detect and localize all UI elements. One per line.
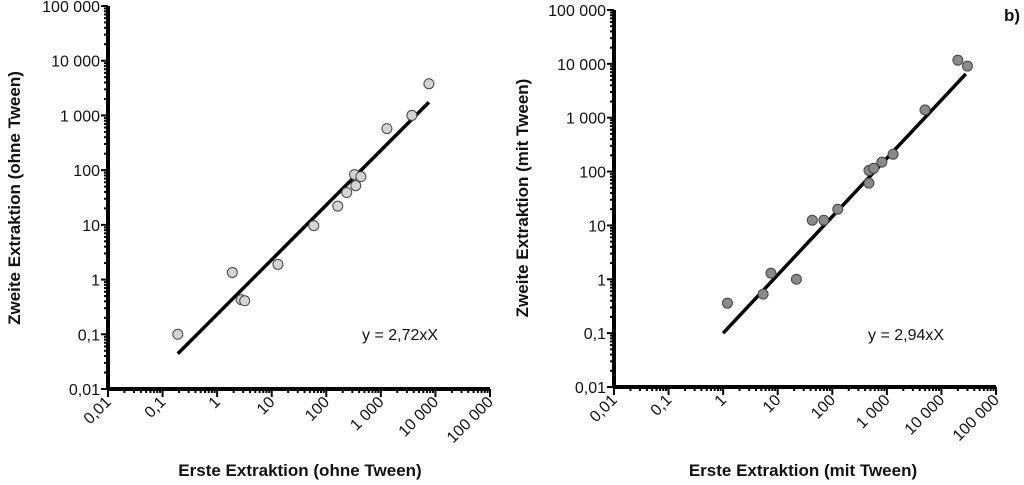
regression-equation: y = 2,72xX xyxy=(362,327,438,344)
y-tick-label: 1 xyxy=(91,273,100,290)
y-tick-label: 100 000 xyxy=(548,3,606,20)
y-tick-label: 100 000 xyxy=(42,0,100,16)
y-tick-label: 0,1 xyxy=(584,326,606,343)
data-point xyxy=(239,295,251,307)
x-tick-label: 100 000 xyxy=(444,394,497,447)
y-tick-label: 10 xyxy=(588,218,606,235)
y-tick-label: 100 xyxy=(579,165,606,182)
data-point xyxy=(226,266,238,278)
y-tick-label: 100 xyxy=(73,163,100,180)
data-point xyxy=(868,162,880,174)
x-tick-label: 0,1 xyxy=(648,392,676,420)
data-point xyxy=(876,156,888,168)
data-point xyxy=(790,273,802,285)
data-point xyxy=(721,297,733,309)
x-tick-label: 10 000 xyxy=(396,394,443,441)
data-point xyxy=(423,78,435,90)
regression-line xyxy=(176,101,431,356)
y-tick-label: 0,1 xyxy=(78,327,100,344)
panel-label: b) xyxy=(1004,6,1020,25)
y-tick-label: 10 xyxy=(82,218,100,235)
x-tick-label: 100 000 xyxy=(950,392,1003,445)
y-axis-title: Zweite Extraktion (ohne Tween) xyxy=(5,71,24,325)
data-point xyxy=(172,328,184,340)
x-tick-label: 0,1 xyxy=(142,394,170,422)
data-point xyxy=(832,203,844,215)
data-point xyxy=(406,109,418,121)
data-point xyxy=(919,104,931,116)
x-tick-label: 1 000 xyxy=(347,394,387,434)
data-point xyxy=(818,214,830,226)
y-tick-label: 1 000 xyxy=(566,111,606,128)
x-tick-label: 1 xyxy=(712,392,730,410)
x-tick-label: 10 xyxy=(254,394,279,419)
data-point xyxy=(341,187,353,199)
x-axis-title: Erste Extraktion (ohne Tween) xyxy=(178,461,421,480)
y-tick-label: 10 000 xyxy=(557,57,606,74)
data-point xyxy=(863,177,875,189)
data-point xyxy=(961,60,973,72)
panel-a: Zweite Extraktion (ohne Tween) Erste Ext… xyxy=(5,0,497,480)
x-tick-label: 10 000 xyxy=(902,392,949,439)
data-point xyxy=(272,258,284,270)
x-tick-label: 100 xyxy=(808,392,839,423)
y-tick-label: 1 000 xyxy=(60,108,100,125)
y-axis-title: Zweite Extraktion (mit Tween) xyxy=(513,79,532,318)
data-point xyxy=(887,148,899,160)
x-axis-title: Erste Extraktion (mit Tween) xyxy=(689,461,917,480)
y-tick-label: 10 000 xyxy=(51,54,100,71)
data-point xyxy=(952,54,964,66)
x-tick-label: 1 000 xyxy=(853,392,893,432)
x-tick-label: 100 xyxy=(302,394,333,425)
data-point xyxy=(765,267,777,279)
x-tick-label: 1 xyxy=(206,394,224,412)
data-point xyxy=(355,171,367,183)
regression-equation: y = 2,94xX xyxy=(868,327,944,344)
data-point xyxy=(381,123,393,135)
y-tick-label: 1 xyxy=(597,272,606,289)
data-point xyxy=(350,180,362,192)
data-point xyxy=(308,220,320,232)
data-point xyxy=(332,200,344,212)
data-point xyxy=(806,214,818,226)
panel-b: Zweite Extraktion (mit Tween) Erste Extr… xyxy=(513,3,1020,480)
x-tick-label: 10 xyxy=(760,392,785,417)
data-point xyxy=(757,288,769,300)
y-tick-label: 0,01 xyxy=(575,380,606,397)
y-tick-label: 0,01 xyxy=(69,382,100,399)
